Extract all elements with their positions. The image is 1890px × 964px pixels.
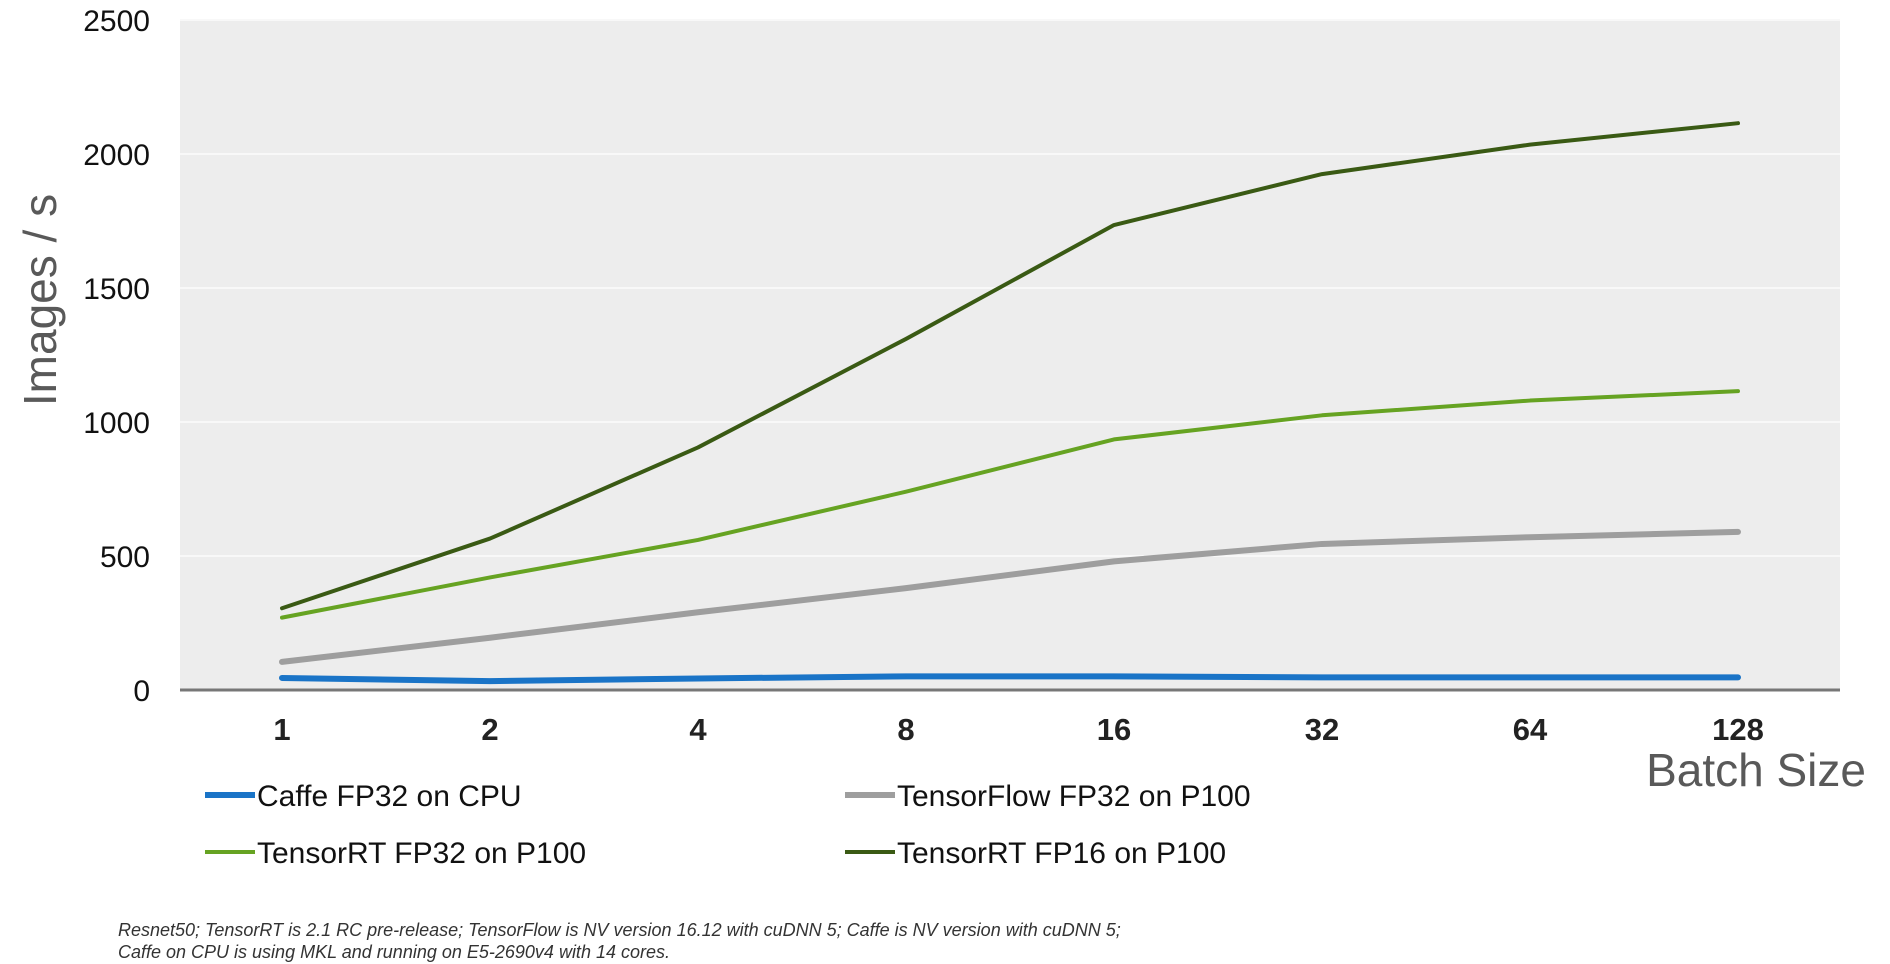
- data-point: [1113, 224, 1115, 226]
- data-point: [697, 446, 699, 448]
- data-point: [489, 637, 491, 639]
- data-point: [1529, 144, 1531, 146]
- data-point: [905, 587, 907, 589]
- x-tick-label: 128: [1712, 712, 1764, 747]
- footnote: Resnet50; TensorRT is 2.1 RC pre-release…: [118, 920, 1121, 962]
- data-point: [1529, 536, 1531, 538]
- footnote-line-2: Caffe on CPU is using MKL and running on…: [118, 942, 670, 962]
- data-point: [1529, 400, 1531, 402]
- legend-label: TensorRT FP32 on P100: [257, 837, 586, 870]
- series-line-4: [280, 121, 1740, 611]
- data-point: [1737, 390, 1739, 392]
- data-point: [281, 617, 283, 619]
- y-axis-ticks: 0 500 1000 1500 2000 2500: [83, 5, 150, 708]
- data-point: [1113, 675, 1115, 677]
- data-point: [1113, 438, 1115, 440]
- x-axis-title: Batch Size: [1646, 744, 1866, 796]
- series-line-3: [280, 389, 1740, 620]
- y-tick-label: 2500: [83, 5, 150, 38]
- data-point: [281, 661, 283, 663]
- x-tick-label: 32: [1305, 712, 1339, 747]
- y-tick-label: 1000: [83, 407, 150, 440]
- data-point: [1737, 531, 1739, 533]
- data-point: [697, 677, 699, 679]
- legend-label: Caffe FP32 on CPU: [257, 780, 522, 813]
- y-tick-label: 0: [133, 675, 150, 708]
- x-tick-label: 1: [273, 712, 290, 747]
- data-point: [697, 611, 699, 613]
- x-tick-label: 2: [481, 712, 498, 747]
- data-point: [489, 680, 491, 682]
- data-point: [1321, 676, 1323, 678]
- gridlines: [180, 19, 1840, 557]
- footnote-line-1: Resnet50; TensorRT is 2.1 RC pre-release…: [118, 920, 1121, 940]
- data-point: [281, 607, 283, 609]
- series-line-1: [279, 673, 1741, 685]
- y-tick-label: 2000: [83, 139, 150, 172]
- data-point: [1321, 543, 1323, 545]
- series-line-2: [279, 528, 1741, 665]
- data-point: [1529, 676, 1531, 678]
- legend-label: TensorFlow FP32 on P100: [897, 780, 1251, 813]
- x-tick-label: 8: [897, 712, 914, 747]
- x-tick-label: 4: [689, 712, 707, 747]
- data-point: [1321, 173, 1323, 175]
- data-point: [281, 677, 283, 679]
- data-point: [697, 539, 699, 541]
- data-point: [1113, 560, 1115, 562]
- data-point: [1737, 122, 1739, 124]
- data-point: [1321, 414, 1323, 416]
- x-axis-ticks: 1 2 4 8 16 32 64 128: [273, 712, 1763, 747]
- data-point: [905, 338, 907, 340]
- data-point: [905, 675, 907, 677]
- legend-label: TensorRT FP16 on P100: [897, 837, 1226, 870]
- data-point: [905, 491, 907, 493]
- data-point: [489, 576, 491, 578]
- legend: Caffe FP32 on CPU TensorFlow FP32 on P100…: [205, 780, 1251, 870]
- y-axis-title: Images / s: [14, 194, 66, 406]
- data-point: [1737, 676, 1739, 678]
- x-tick-label: 16: [1097, 712, 1131, 747]
- x-tick-label: 64: [1513, 712, 1548, 747]
- plot-area: [180, 20, 1840, 690]
- series-lines: [279, 121, 1741, 685]
- y-tick-label: 500: [100, 541, 150, 574]
- data-point: [489, 538, 491, 540]
- y-tick-label: 1500: [83, 273, 150, 306]
